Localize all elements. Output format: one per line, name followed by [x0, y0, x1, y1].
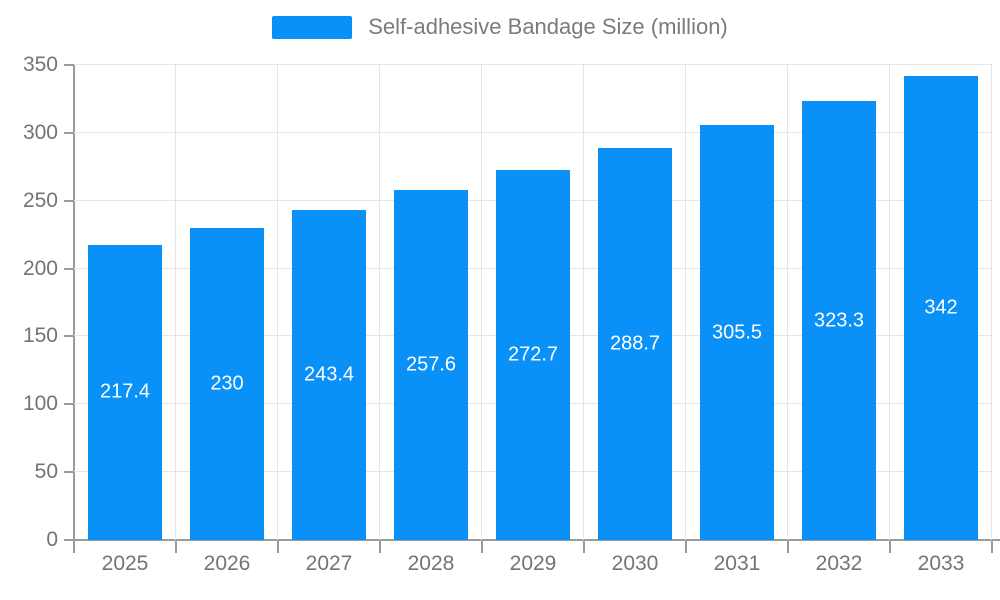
y-axis-tick-label: 200: [22, 256, 58, 280]
legend-label: Self-adhesive Bandage Size (million): [368, 14, 728, 39]
x-tick: [991, 540, 993, 553]
y-axis-tick-label: 150: [22, 324, 58, 348]
bar-2027[interactable]: 243.4: [292, 209, 366, 540]
x-tick: [684, 540, 687, 553]
bar-column: 288.7: [584, 65, 686, 540]
bar-value-label: 272.7: [507, 343, 559, 366]
bar-value-label: 305.5: [711, 321, 763, 344]
legend-swatch: [272, 15, 353, 39]
y-axis-tick-label: 250: [22, 188, 58, 212]
x-axis-tick-label: 2029: [509, 552, 557, 575]
y-tick: [64, 199, 74, 202]
y-tick: [64, 131, 74, 134]
y-axis-tick-label: 0: [46, 528, 58, 551]
bar-value-label: 230: [210, 372, 244, 395]
gridline-h: [74, 64, 992, 65]
bar-2032[interactable]: 323.3: [802, 101, 876, 540]
x-tick: [73, 540, 75, 553]
y-tick: [64, 64, 74, 66]
y-axis-tick-label: 350: [22, 53, 58, 76]
gridline-v: [991, 65, 992, 540]
x-axis-tick-label: 2026: [203, 552, 251, 575]
bar-2026[interactable]: 230: [190, 227, 264, 540]
x-tick: [480, 540, 483, 553]
y-axis-tick-label: 50: [34, 460, 58, 484]
gridline-v: [276, 65, 278, 540]
bar-2029[interactable]: 272.7: [496, 169, 570, 540]
y-tick: [64, 539, 74, 541]
bar-2031[interactable]: 305.5: [700, 125, 774, 540]
y-axis-line: [73, 65, 75, 553]
bar-value-label: 217.4: [99, 380, 151, 403]
bar-2033[interactable]: 342: [904, 75, 978, 540]
x-tick: [888, 540, 891, 553]
x-axis-line: [74, 539, 1000, 541]
gridline-v: [378, 65, 380, 540]
bar-column: 272.7: [482, 65, 584, 540]
bar-2028[interactable]: 257.6: [394, 190, 468, 540]
y-axis-tick-label: 100: [22, 392, 58, 416]
bar-column: 243.4: [278, 65, 380, 540]
x-tick: [378, 540, 381, 553]
bar-column: 230: [176, 65, 278, 540]
bar-value-label: 288.7: [609, 332, 661, 355]
x-tick: [276, 540, 279, 553]
bar-column: 323.3: [788, 65, 890, 540]
y-tick: [64, 267, 74, 270]
x-axis-tick-label: 2032: [815, 552, 863, 575]
y-tick: [64, 403, 74, 406]
bar-value-label: 243.4: [303, 363, 355, 386]
bar-column: 217.4: [74, 65, 176, 540]
chart-legend[interactable]: Self-adhesive Bandage Size (million): [0, 14, 1000, 40]
gridline-v: [583, 65, 584, 540]
x-axis-tick-label: 2028: [407, 552, 455, 575]
x-tick: [583, 540, 585, 553]
bar-column: 305.5: [686, 65, 788, 540]
x-tick: [787, 540, 789, 553]
gridline-v: [684, 65, 686, 540]
y-axis-tick-label: 300: [22, 120, 58, 144]
bar-2025[interactable]: 217.4: [88, 244, 162, 540]
bar-2030[interactable]: 288.7: [598, 148, 672, 540]
gridline-v: [480, 65, 482, 540]
x-axis-tick-label: 2027: [305, 552, 353, 575]
bar-value-label: 323.3: [813, 309, 865, 332]
x-axis-tick-label: 2033: [917, 552, 965, 575]
gridline-v: [888, 65, 890, 540]
x-axis-tick-label: 2031: [713, 552, 761, 575]
bar-value-label: 257.6: [405, 353, 457, 376]
bar-value-label: 342: [924, 296, 958, 319]
gridline-h: [74, 131, 992, 133]
x-axis-tick-label: 2025: [101, 552, 149, 575]
gridline-v: [787, 65, 788, 540]
bar-column: 342: [890, 65, 992, 540]
bar-column: 257.6: [380, 65, 482, 540]
x-tick: [174, 540, 177, 553]
gridline-v: [174, 65, 176, 540]
y-tick: [64, 471, 74, 474]
plot-area: 0 50 100 150 200 250 300 350 217.4 2025 230 2026 243…: [23, 53, 1000, 575]
x-axis-tick-label: 2030: [611, 552, 659, 575]
y-tick: [64, 335, 74, 338]
